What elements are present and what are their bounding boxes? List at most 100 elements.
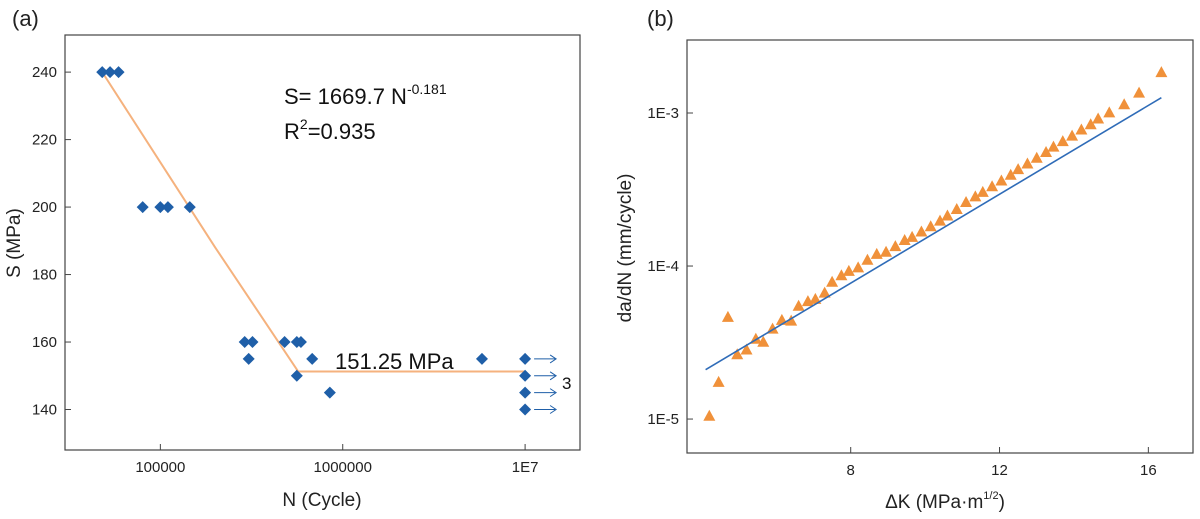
diamond-marker bbox=[104, 66, 117, 79]
triangle-marker bbox=[775, 313, 788, 325]
triangle-marker bbox=[1040, 146, 1053, 158]
r-squared-annotation: R2=0.935 bbox=[284, 116, 376, 144]
panel-a-y-tick-label: 240 bbox=[32, 64, 57, 81]
equation-annotation: S= 1669.7 N-0.181 bbox=[284, 81, 447, 109]
panel-a-y-axis-label: S (MPa) bbox=[4, 208, 25, 278]
panel-a-fit-sloped-line bbox=[101, 71, 300, 373]
triangle-marker bbox=[1012, 163, 1025, 175]
triangle-marker bbox=[915, 225, 928, 237]
diamond-marker bbox=[136, 201, 149, 214]
triangle-marker bbox=[1047, 140, 1060, 152]
panel-b-x-tick-label: 8 bbox=[847, 462, 855, 479]
runout-arrow-head bbox=[549, 354, 558, 364]
diamond-marker bbox=[154, 201, 167, 214]
panel-a-y-tick-label: 140 bbox=[32, 402, 57, 419]
equation-base: S= 1669.7 N bbox=[284, 84, 407, 109]
triangle-marker bbox=[870, 247, 883, 259]
triangle-marker bbox=[1075, 123, 1088, 135]
panel-b-x-ticks: 8 12 16 bbox=[847, 447, 1157, 479]
panel-a-data-points bbox=[96, 66, 488, 399]
triangle-marker bbox=[809, 292, 822, 304]
panel-b: (b) 1E-51E-41E-3 8 12 16 da/dN (mm/cycle) … bbox=[615, 6, 1194, 513]
triangle-marker bbox=[792, 299, 805, 311]
runout-diamond-marker bbox=[519, 403, 532, 416]
panel-b-y-tick-label: 1E-3 bbox=[647, 105, 679, 122]
diamond-marker bbox=[96, 66, 109, 79]
panel-b-y-tick-label: 1E-4 bbox=[647, 258, 679, 275]
triangle-marker bbox=[785, 314, 798, 326]
diamond-marker bbox=[475, 352, 488, 365]
diamond-marker bbox=[294, 336, 307, 349]
r2-value: =0.935 bbox=[308, 119, 376, 144]
panel-b-y-axis-label: da/dN (mm/cycle) bbox=[615, 174, 636, 323]
triangle-marker bbox=[1092, 112, 1105, 124]
triangle-marker bbox=[1004, 168, 1017, 180]
runout-arrow-head bbox=[549, 388, 558, 398]
triangle-marker bbox=[703, 409, 716, 421]
panel-a-y-ticks: 140 160 180 200 220 240 bbox=[32, 64, 71, 419]
diamond-marker bbox=[183, 201, 196, 214]
runout-count-label: 3 bbox=[562, 374, 571, 393]
panel-b-y-tick-label: 1E-5 bbox=[647, 411, 679, 428]
triangle-marker bbox=[986, 180, 999, 192]
triangle-marker bbox=[889, 240, 902, 252]
panel-a-x-axis-label: N (Cycle) bbox=[282, 490, 361, 511]
diamond-marker bbox=[323, 386, 336, 399]
diamond-marker bbox=[290, 369, 303, 382]
panel-a-y-tick-label: 200 bbox=[32, 199, 57, 216]
triangle-marker bbox=[934, 214, 946, 226]
triangle-marker bbox=[924, 220, 937, 232]
triangle-marker bbox=[861, 253, 874, 265]
r2-exponent: 2 bbox=[300, 116, 308, 132]
panel-a-y-tick-label: 220 bbox=[32, 132, 57, 149]
triangle-marker bbox=[906, 230, 919, 242]
triangle-marker bbox=[731, 348, 744, 360]
triangle-marker bbox=[1133, 86, 1146, 98]
panel-a-x-tick-label: 1E7 bbox=[512, 459, 539, 476]
panel-a-x-ticks: 100000 1000000 1E7 bbox=[135, 444, 538, 476]
triangle-marker bbox=[941, 209, 954, 221]
fatigue-limit-label: 151.25 MPa bbox=[335, 349, 454, 374]
panel-b-label: (b) bbox=[647, 6, 674, 31]
diamond-marker bbox=[306, 352, 319, 365]
r2-prefix: R bbox=[284, 119, 300, 144]
diamond-marker bbox=[278, 336, 291, 349]
panel-a-x-tick-label: 1000000 bbox=[314, 459, 372, 476]
triangle-marker bbox=[1030, 151, 1043, 163]
diamond-marker bbox=[238, 336, 251, 349]
triangle-marker bbox=[852, 261, 865, 273]
panel-b-fit-line bbox=[705, 96, 1162, 371]
triangle-marker bbox=[1066, 129, 1079, 141]
triangle-marker bbox=[898, 233, 911, 245]
triangle-marker bbox=[1103, 106, 1116, 118]
triangle-marker bbox=[880, 245, 893, 257]
diamond-marker bbox=[242, 352, 255, 365]
triangle-marker bbox=[712, 375, 725, 387]
panel-b-x-tick-label: 16 bbox=[1140, 462, 1157, 479]
triangle-marker bbox=[757, 335, 770, 347]
triangle-marker bbox=[960, 196, 973, 208]
triangle-marker bbox=[721, 310, 734, 322]
panel-b-plot-frame bbox=[686, 39, 1194, 454]
triangle-marker bbox=[818, 286, 831, 298]
diamond-marker bbox=[161, 201, 174, 214]
triangle-marker bbox=[1056, 135, 1069, 147]
triangle-marker bbox=[835, 269, 848, 281]
panel-a-x-tick-label: 100000 bbox=[135, 459, 185, 476]
runout-diamond-marker bbox=[519, 369, 532, 382]
panel-b-x-label-exponent: 1/2 bbox=[983, 490, 998, 502]
triangle-marker bbox=[995, 174, 1008, 186]
triangle-marker bbox=[1084, 118, 1097, 130]
triangle-marker bbox=[1118, 98, 1131, 110]
panel-b-x-axis-label: ΔK (MPa·m1/2) bbox=[885, 490, 1005, 513]
runout-diamond-marker bbox=[519, 352, 532, 365]
panel-a-y-tick-label: 160 bbox=[32, 334, 57, 351]
panel-b-x-label-close: ) bbox=[999, 492, 1005, 513]
panel-a-y-tick-label: 180 bbox=[32, 267, 57, 284]
triangle-marker bbox=[1155, 66, 1168, 78]
equation-exponent: -0.181 bbox=[407, 81, 447, 97]
panel-a-label: (a) bbox=[12, 6, 39, 31]
triangle-marker bbox=[740, 343, 753, 355]
